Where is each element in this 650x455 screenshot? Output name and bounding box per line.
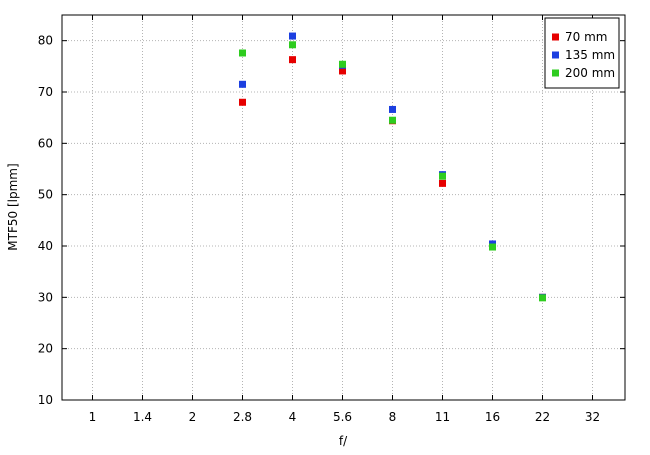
legend: 70 mm 135 mm 200 mm — [544, 17, 620, 89]
x-tick-label: 32 — [585, 410, 600, 424]
data-point — [339, 67, 346, 75]
y-axis-title: MTF50 [lpmm] — [6, 163, 20, 250]
x-tick-label: 4 — [289, 410, 297, 424]
x-tick-label: 8 — [389, 410, 397, 424]
legend-label: 200 mm — [565, 66, 615, 80]
data-point — [239, 80, 246, 88]
y-tick-label: 60 — [38, 136, 53, 150]
x-tick-label: 2.8 — [233, 410, 252, 424]
x-tick-label: 2 — [189, 410, 197, 424]
data-point — [289, 56, 296, 64]
x-axis-title: f/ — [339, 434, 348, 448]
data-point — [539, 294, 546, 302]
data-point — [439, 172, 446, 180]
data-point — [289, 41, 296, 49]
data-point — [489, 243, 496, 251]
y-tick-label: 70 — [38, 85, 53, 99]
axis-ticks — [62, 15, 625, 401]
data-point — [289, 32, 296, 40]
data-point — [389, 116, 396, 124]
data-point — [239, 98, 246, 106]
x-tick-label: 1 — [89, 410, 97, 424]
series-3 — [239, 41, 546, 302]
y-tick-label: 30 — [38, 290, 53, 304]
x-axis-tick-labels: 1 1.4 2 2.8 4 5.6 8 11 16 22 32 — [89, 410, 600, 424]
y-tick-label: 20 — [38, 342, 53, 356]
data-point — [389, 105, 396, 113]
x-tick-label: 1.4 — [133, 410, 152, 424]
data-point — [439, 179, 446, 187]
x-tick-label: 16 — [485, 410, 500, 424]
legend-swatch — [552, 33, 559, 41]
grid-lines — [62, 15, 625, 400]
y-axis-tick-labels: 10 20 30 40 50 60 70 80 — [38, 34, 53, 407]
legend-label: 70 mm — [565, 30, 607, 44]
x-tick-label: 11 — [435, 410, 450, 424]
data-point — [239, 49, 246, 57]
legend-swatch — [552, 69, 559, 77]
data-point — [339, 60, 346, 68]
x-tick-label: 5.6 — [333, 410, 352, 424]
y-tick-label: 40 — [38, 239, 53, 253]
plot-area-frame — [61, 14, 626, 401]
legend-label: 135 mm — [565, 48, 615, 62]
data-points — [239, 32, 546, 302]
y-tick-label: 10 — [38, 393, 53, 407]
y-tick-label: 50 — [38, 188, 53, 202]
y-tick-label: 80 — [38, 34, 53, 48]
x-tick-label: 22 — [535, 410, 550, 424]
legend-swatch — [552, 51, 559, 59]
